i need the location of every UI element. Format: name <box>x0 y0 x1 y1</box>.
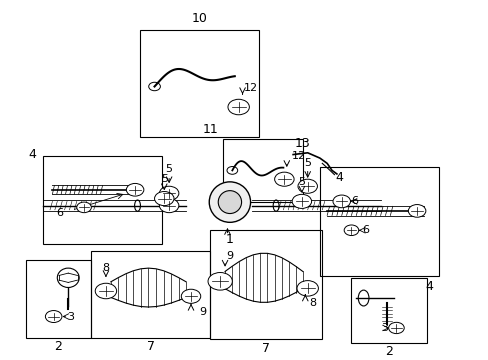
Circle shape <box>45 311 62 323</box>
Text: 12: 12 <box>291 151 305 161</box>
Circle shape <box>159 199 179 213</box>
Bar <box>222 139 302 202</box>
Text: 5: 5 <box>304 158 310 168</box>
Circle shape <box>95 283 116 299</box>
Circle shape <box>126 184 143 196</box>
Circle shape <box>388 322 404 334</box>
Bar <box>26 260 91 338</box>
Text: 10: 10 <box>191 13 207 26</box>
Text: 4: 4 <box>425 280 432 293</box>
Text: 9: 9 <box>226 251 233 261</box>
Text: 5: 5 <box>298 177 305 187</box>
Text: 4: 4 <box>335 171 343 184</box>
Text: 2: 2 <box>385 345 392 358</box>
Text: 5: 5 <box>161 174 167 184</box>
Text: 2: 2 <box>55 340 62 353</box>
Text: 11: 11 <box>202 123 218 136</box>
Circle shape <box>296 280 318 296</box>
Circle shape <box>77 202 91 213</box>
Bar <box>210 230 322 339</box>
Text: 3: 3 <box>380 323 387 333</box>
Circle shape <box>274 172 293 186</box>
Text: 8: 8 <box>308 298 315 308</box>
Text: 6: 6 <box>362 225 369 235</box>
Circle shape <box>407 204 425 217</box>
Bar <box>91 251 210 338</box>
Circle shape <box>159 186 179 200</box>
Text: 6: 6 <box>56 208 63 218</box>
Text: 8: 8 <box>102 263 109 273</box>
Text: 5: 5 <box>165 164 172 174</box>
Bar <box>42 156 162 244</box>
Bar <box>140 30 259 137</box>
Circle shape <box>297 179 317 193</box>
Circle shape <box>154 192 174 206</box>
Circle shape <box>181 289 201 303</box>
Circle shape <box>291 194 311 208</box>
Text: 6: 6 <box>350 197 357 206</box>
Text: 12: 12 <box>243 83 257 93</box>
Text: 7: 7 <box>146 340 155 353</box>
Text: 13: 13 <box>294 138 310 150</box>
Text: 7: 7 <box>262 342 270 355</box>
Ellipse shape <box>218 191 241 213</box>
Circle shape <box>227 99 249 115</box>
Text: 4: 4 <box>28 148 36 161</box>
Circle shape <box>332 195 350 208</box>
Ellipse shape <box>209 182 250 222</box>
Text: 9: 9 <box>199 307 206 317</box>
Text: 1: 1 <box>225 233 233 246</box>
Text: 3: 3 <box>67 311 74 321</box>
Bar <box>351 278 426 343</box>
Circle shape <box>344 225 358 235</box>
Circle shape <box>207 273 232 290</box>
Bar <box>319 167 438 276</box>
